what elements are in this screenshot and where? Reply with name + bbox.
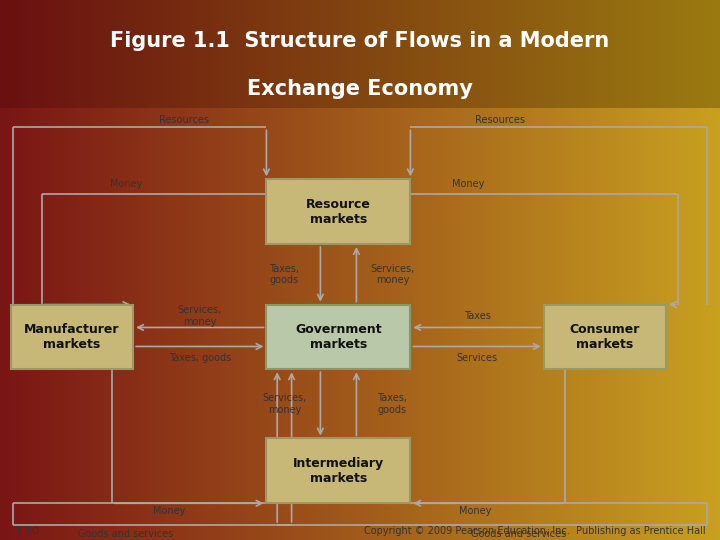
FancyBboxPatch shape bbox=[266, 438, 410, 503]
Text: Services: Services bbox=[456, 353, 498, 363]
Text: Goods and services: Goods and services bbox=[471, 529, 566, 539]
FancyBboxPatch shape bbox=[266, 305, 410, 369]
Text: Resource
markets: Resource markets bbox=[306, 198, 371, 226]
Text: Figure 1.1  Structure of Flows in a Modern: Figure 1.1 Structure of Flows in a Moder… bbox=[110, 31, 610, 51]
Text: Taxes: Taxes bbox=[464, 311, 490, 321]
Text: Services,
money: Services, money bbox=[178, 306, 222, 327]
Text: Taxes, goods: Taxes, goods bbox=[168, 353, 231, 363]
Text: Taxes,
goods: Taxes, goods bbox=[377, 393, 408, 415]
Text: Resources: Resources bbox=[158, 114, 209, 125]
FancyBboxPatch shape bbox=[11, 305, 133, 369]
Text: Manufacturer
markets: Manufacturer markets bbox=[24, 323, 120, 351]
Text: Copyright © 2009 Pearson Education, Inc.  Publishing as Prentice Hall: Copyright © 2009 Pearson Education, Inc.… bbox=[364, 525, 706, 536]
Text: Money: Money bbox=[110, 179, 142, 188]
Text: Consumer
markets: Consumer markets bbox=[570, 323, 640, 351]
FancyBboxPatch shape bbox=[266, 179, 410, 244]
Text: Money: Money bbox=[452, 179, 484, 188]
Text: Taxes,
goods: Taxes, goods bbox=[269, 264, 300, 285]
FancyBboxPatch shape bbox=[544, 305, 666, 369]
Text: Services,
money: Services, money bbox=[262, 393, 307, 415]
Text: Services,
money: Services, money bbox=[370, 264, 415, 285]
Text: Government
markets: Government markets bbox=[295, 323, 382, 351]
Text: Goods and services: Goods and services bbox=[78, 529, 174, 539]
Text: Resources: Resources bbox=[475, 114, 526, 125]
Text: Intermediary
markets: Intermediary markets bbox=[293, 457, 384, 485]
Text: Money: Money bbox=[153, 506, 185, 516]
Text: Exchange Economy: Exchange Economy bbox=[247, 78, 473, 99]
Text: Money: Money bbox=[459, 506, 491, 516]
Text: 1-10: 1-10 bbox=[14, 525, 40, 536]
